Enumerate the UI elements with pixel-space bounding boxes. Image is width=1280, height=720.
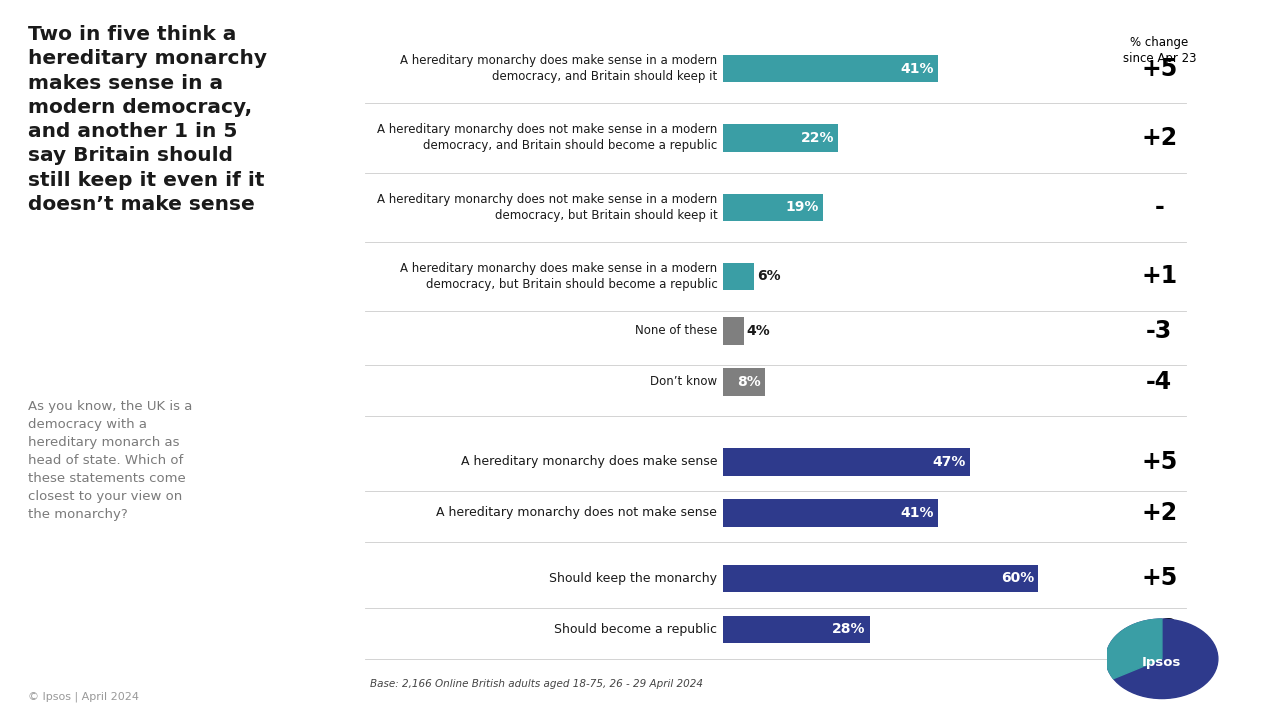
Text: +5: +5 bbox=[1142, 57, 1178, 81]
Text: Should keep the monarchy: Should keep the monarchy bbox=[549, 572, 717, 585]
Text: +5: +5 bbox=[1142, 567, 1178, 590]
Bar bbox=[723, 318, 744, 345]
Text: A hereditary monarchy does not make sense in a modern
democracy, but Britain sho: A hereditary monarchy does not make sens… bbox=[378, 193, 717, 222]
Bar bbox=[723, 194, 823, 221]
Text: A hereditary monarchy does not make sense: A hereditary monarchy does not make sens… bbox=[436, 506, 717, 519]
Text: Don’t know: Don’t know bbox=[650, 375, 717, 388]
Text: -4: -4 bbox=[1146, 370, 1172, 394]
Text: 19%: 19% bbox=[785, 200, 818, 214]
Text: Two in five think a
hereditary monarchy
makes sense in a
modern democracy,
and a: Two in five think a hereditary monarchy … bbox=[28, 25, 268, 214]
Text: As you know, the UK is a
democracy with a
hereditary monarch as
head of state. W: As you know, the UK is a democracy with … bbox=[28, 400, 192, 521]
Text: 8%: 8% bbox=[737, 375, 760, 389]
Text: © Ipsos | April 2024: © Ipsos | April 2024 bbox=[28, 691, 140, 702]
Text: None of these: None of these bbox=[635, 325, 717, 338]
Text: +5: +5 bbox=[1142, 450, 1178, 474]
Bar bbox=[723, 449, 970, 476]
Bar bbox=[723, 499, 938, 526]
Text: 41%: 41% bbox=[901, 62, 934, 76]
Bar bbox=[723, 616, 870, 643]
Text: Should become a republic: Should become a republic bbox=[554, 623, 717, 636]
Text: 4%: 4% bbox=[746, 324, 771, 338]
Text: +2: +2 bbox=[1142, 501, 1178, 525]
Text: % change
since Apr 23: % change since Apr 23 bbox=[1123, 36, 1196, 65]
Bar bbox=[723, 368, 764, 395]
Text: Base: 2,166 Online British adults aged 18-75, 26 - 29 April 2024: Base: 2,166 Online British adults aged 1… bbox=[370, 678, 703, 688]
Text: A hereditary monarchy does make sense in a modern
democracy, but Britain should : A hereditary monarchy does make sense in… bbox=[401, 262, 717, 291]
Bar bbox=[723, 125, 838, 152]
Text: 28%: 28% bbox=[832, 622, 865, 636]
Text: 41%: 41% bbox=[901, 506, 934, 520]
Text: 60%: 60% bbox=[1001, 572, 1034, 585]
Text: 6%: 6% bbox=[756, 269, 781, 284]
Text: +3: +3 bbox=[1142, 618, 1178, 642]
Text: A hereditary monarchy does make sense in a modern
democracy, and Britain should : A hereditary monarchy does make sense in… bbox=[401, 54, 717, 84]
Circle shape bbox=[1106, 619, 1217, 698]
Bar bbox=[723, 564, 1038, 592]
Text: -3: -3 bbox=[1146, 319, 1172, 343]
Text: +1: +1 bbox=[1142, 264, 1178, 288]
Bar bbox=[723, 55, 938, 83]
Text: +2: +2 bbox=[1142, 126, 1178, 150]
Text: 47%: 47% bbox=[932, 455, 965, 469]
Text: 22%: 22% bbox=[800, 131, 835, 145]
Text: -: - bbox=[1155, 195, 1164, 219]
Text: A hereditary monarchy does not make sense in a modern
democracy, and Britain sho: A hereditary monarchy does not make sens… bbox=[378, 124, 717, 153]
Text: Ipsos: Ipsos bbox=[1142, 656, 1181, 669]
Bar bbox=[723, 263, 754, 290]
Text: A hereditary monarchy does make sense: A hereditary monarchy does make sense bbox=[461, 456, 717, 469]
Wedge shape bbox=[1106, 619, 1162, 679]
